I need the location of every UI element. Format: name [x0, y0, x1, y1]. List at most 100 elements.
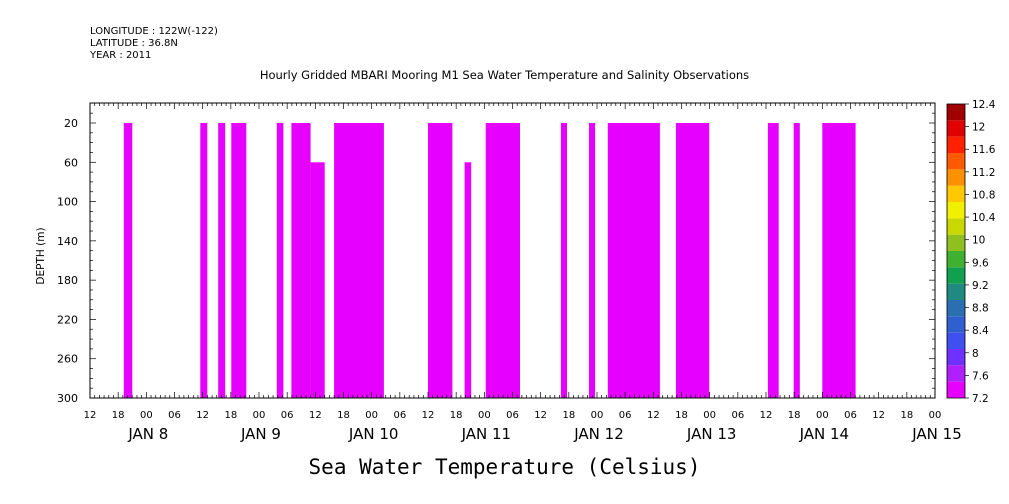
- date-label: JAN 10: [348, 425, 399, 443]
- colorbar-label: 10.8: [972, 189, 995, 201]
- x-tick-label: 06: [393, 410, 406, 421]
- date-label: JAN 13: [686, 425, 737, 443]
- colorbar-swatch: [947, 120, 965, 137]
- x-tick-label: 18: [675, 410, 688, 421]
- colorbar-label: 8: [972, 348, 979, 360]
- x-tick-label: 18: [562, 410, 575, 421]
- data-segment: [428, 123, 453, 398]
- data-segment: [200, 123, 208, 398]
- colorbar-label: 10.4: [972, 212, 996, 224]
- colorbar-swatch: [947, 185, 965, 202]
- y-tick-label: 140: [57, 235, 78, 248]
- x-tick-label: 18: [224, 410, 237, 421]
- x-tick-label: 18: [337, 410, 350, 421]
- colorbar-swatch: [947, 365, 965, 382]
- colorbar-swatch: [947, 169, 965, 186]
- latitude-label: LATITUDE : 36.8N: [90, 38, 178, 49]
- data-segment: [793, 123, 800, 398]
- data-segment: [291, 123, 311, 398]
- data-segment: [464, 162, 472, 398]
- x-tick-label: 06: [619, 410, 632, 421]
- colorbar-swatch: [947, 251, 965, 268]
- x-tick-label: 12: [84, 410, 97, 421]
- x-tick-label: 00: [478, 410, 491, 421]
- colorbar-label: 12: [972, 122, 985, 134]
- data-segment: [218, 123, 226, 398]
- colorbar-label: 8.4: [972, 325, 989, 337]
- y-tick-label: 100: [57, 196, 78, 209]
- data-segment: [231, 123, 247, 398]
- colorbar-label: 11.2: [972, 167, 995, 179]
- date-label: JAN 11: [461, 425, 512, 443]
- colorbar-label: 7.6: [972, 370, 989, 382]
- colorbar-label: 9.6: [972, 257, 989, 269]
- colorbar-swatch: [947, 316, 965, 333]
- colorbar-swatch: [947, 300, 965, 317]
- data-segment: [123, 123, 133, 398]
- x-tick-label: 00: [253, 410, 266, 421]
- data-segment: [607, 123, 660, 398]
- x-tick-label: 18: [112, 410, 125, 421]
- date-label: JAN 8: [127, 425, 168, 443]
- colorbar-swatch: [947, 153, 965, 170]
- data-segment: [767, 123, 779, 398]
- data-segment: [675, 123, 710, 398]
- date-label: JAN 15: [911, 425, 962, 443]
- x-tick-label: 12: [872, 410, 885, 421]
- colorbar-frame: [946, 103, 966, 399]
- x-tick-label: 00: [591, 410, 604, 421]
- date-label: JAN 14: [799, 425, 850, 443]
- colorbar-label: 11.6: [972, 144, 996, 156]
- colorbar-label: 10: [972, 235, 985, 247]
- x-tick-label: 06: [844, 410, 857, 421]
- data-segment: [334, 123, 384, 398]
- y-tick-label: 20: [64, 117, 78, 130]
- y-tick-label: 260: [57, 353, 78, 366]
- x-tick-label: 00: [365, 410, 378, 421]
- x-tick-label: 18: [788, 410, 801, 421]
- colorbar-label: 8.8: [972, 303, 989, 315]
- x-tick-label: 12: [422, 410, 435, 421]
- colorbar-swatch: [947, 104, 965, 121]
- x-axis-ticks: 12 18 00 06 12 18 00 06 12 18 00 06 12 18 00 06 12 18 00 06…: [84, 103, 962, 443]
- date-label: JAN 9: [240, 425, 281, 443]
- colorbar-label: 12.4: [972, 99, 996, 111]
- y-axis-ticks: 20 60 100 140 180 220 260 300: [57, 112, 935, 405]
- data-segment: [560, 123, 567, 398]
- colorbar-swatch: [947, 234, 965, 251]
- x-tick-label: 00: [140, 410, 153, 421]
- y-tick-label: 220: [57, 313, 78, 326]
- colorbar-swatch: [947, 136, 965, 153]
- data-segment: [310, 162, 325, 398]
- colorbar-swatch: [947, 283, 965, 300]
- x-tick-label: 06: [506, 410, 519, 421]
- colorbar-swatch: [947, 381, 965, 398]
- colorbar-swatch: [947, 202, 965, 219]
- y-tick-label: 180: [57, 274, 78, 287]
- data-segment: [485, 123, 520, 398]
- x-tick-label: 18: [900, 410, 913, 421]
- data-segment: [822, 123, 856, 398]
- x-tick-label: 06: [281, 410, 294, 421]
- colorbar-label: 9.2: [972, 280, 989, 292]
- colorbar-label: 7.2: [972, 393, 989, 405]
- data-segment: [589, 123, 596, 398]
- longitude-label: LONGITUDE : 122W(-122): [90, 26, 218, 37]
- x-tick-label: 06: [168, 410, 181, 421]
- x-tick-label: 12: [196, 410, 209, 421]
- colorbar-swatch: [947, 218, 965, 235]
- data-segments: [123, 123, 856, 398]
- x-tick-label: 12: [647, 410, 660, 421]
- x-tick-label: 12: [534, 410, 547, 421]
- data-segment: [276, 123, 284, 398]
- variable-label: Sea Water Temperature (Celsius): [308, 455, 701, 479]
- year-label: YEAR : 2011: [90, 50, 152, 61]
- x-tick-label: 18: [450, 410, 463, 421]
- y-tick-label: 60: [64, 156, 78, 169]
- colorbar-swatch: [947, 267, 965, 284]
- colorbar-swatch: [947, 332, 965, 349]
- date-label: JAN 12: [573, 425, 624, 443]
- x-tick-label: 06: [731, 410, 744, 421]
